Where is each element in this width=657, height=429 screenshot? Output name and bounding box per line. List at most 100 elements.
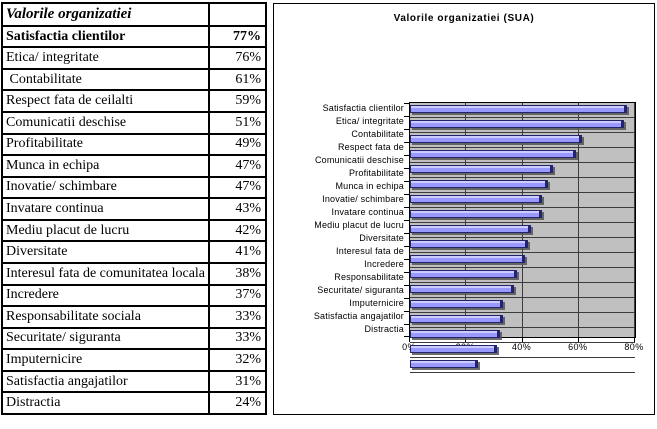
category-label: Comunicatii deschise	[314, 155, 404, 165]
category-label: Etica/ integritate	[335, 116, 404, 126]
value-name-cell: Mediu placut de lucru	[1, 218, 210, 243]
chart-category-row	[410, 240, 635, 253]
table-row: Respect fata de ceilalti 59%	[1, 89, 267, 113]
bar	[410, 165, 554, 173]
value-name-cell: Inovatie/ schimbare	[1, 175, 210, 200]
chart-category-row	[410, 270, 635, 283]
table-row: Munca in echipa 47%	[1, 154, 267, 178]
gridline	[521, 103, 523, 337]
bar	[410, 120, 624, 128]
bar	[410, 135, 582, 143]
chart-category-row	[410, 210, 635, 223]
chart-category-row	[410, 120, 635, 133]
value-name-cell: Incredere	[1, 283, 210, 308]
category-tick	[404, 324, 409, 325]
value-name-cell: Satisfactia angajatilor	[1, 369, 210, 394]
chart-category-row	[410, 345, 635, 358]
category-tick	[404, 155, 409, 156]
value-percent-cell: 38%	[208, 261, 267, 286]
value-percent-cell: 33%	[208, 326, 267, 351]
table-row: Profitabilitate 49%	[1, 132, 267, 157]
value-percent-cell: 37%	[208, 283, 267, 308]
category-label: Imputernicire	[349, 298, 404, 308]
chart-category-row	[410, 285, 635, 298]
table-header-value-cell	[208, 2, 267, 27]
value-name-cell: Comunicatii deschise	[1, 111, 210, 135]
value-name-cell: Invatare continua	[1, 197, 210, 221]
category-tick	[404, 142, 409, 143]
bar	[410, 285, 515, 293]
table-row: Mediu placut de lucru 42%	[1, 218, 267, 243]
bar	[410, 180, 548, 188]
chart-category-row	[410, 300, 635, 313]
category-label: Contabilitate	[351, 129, 404, 139]
bar	[410, 150, 576, 158]
category-label: Respect fata de	[337, 142, 404, 152]
table-header-label-cell: Valorile organizatiei	[1, 2, 210, 27]
value-percent-cell: 43%	[208, 197, 267, 221]
category-tick	[404, 272, 409, 273]
value-name-cell: Securitate/ siguranta	[1, 326, 210, 351]
value-name-cell: Satisfactia clientilor	[1, 24, 210, 49]
chart-category-row	[410, 180, 635, 193]
chart-category-row	[410, 330, 635, 343]
table-row: Interesul fata de comunitatea locala 38%	[1, 261, 267, 286]
category-label: Mediu placut de lucru	[314, 220, 404, 230]
value-percent-cell: 41%	[208, 240, 267, 264]
table-row: Securitate/ siguranta 33%	[1, 326, 267, 351]
value-percent-cell: 47%	[208, 154, 267, 178]
value-name-cell: Diversitate	[1, 240, 210, 264]
table-row: Comunicatii deschise 51%	[1, 111, 267, 135]
gridline	[634, 103, 635, 337]
value-percent-cell: 31%	[208, 369, 267, 394]
category-label: Satisfactia clientilor	[322, 103, 404, 113]
category-tick	[404, 116, 409, 117]
value-percent-cell: 51%	[208, 111, 267, 135]
table-row: Incredere 37%	[1, 283, 267, 308]
chart-category-row	[410, 165, 635, 178]
category-tick	[404, 129, 409, 130]
bar	[410, 300, 503, 308]
value-name-cell: Imputernicire	[1, 348, 210, 372]
chart-category-row	[410, 135, 635, 148]
value-name-cell: Munca in echipa	[1, 154, 210, 178]
x-tick	[634, 338, 635, 342]
bar	[410, 270, 517, 278]
table-row: Satisfactia angajatilor 31%	[1, 369, 267, 394]
category-label: Responsabilitate	[334, 272, 404, 282]
category-tick	[404, 220, 409, 221]
category-tick	[404, 103, 409, 104]
x-tick-label: 60%	[568, 342, 588, 352]
value-name-cell: Responsabilitate sociala	[1, 305, 210, 329]
table-row: Etica/ integritate 76%	[1, 46, 267, 70]
category-tick	[404, 194, 409, 195]
chart-panel: Valorile organizatiei (SUA) Satisfactia …	[273, 3, 655, 415]
category-label: Inovatie/ schimbare	[322, 194, 404, 204]
value-percent-cell: 61%	[208, 67, 267, 92]
category-label: Diversitate	[359, 233, 404, 243]
value-percent-cell: 33%	[208, 305, 267, 329]
value-percent-cell: 77%	[208, 24, 267, 49]
value-percent-cell: 59%	[208, 89, 267, 113]
category-tick	[404, 285, 409, 286]
chart-category-row	[410, 150, 635, 163]
x-tick	[577, 338, 579, 342]
table-row: Satisfactia clientilor 77%	[1, 24, 267, 49]
category-label: Interesul fata de	[336, 246, 404, 256]
chart-category-row	[410, 105, 635, 118]
table-row: Responsabilitate sociala 33%	[1, 305, 267, 329]
table-row: Imputernicire 32%	[1, 348, 267, 372]
value-percent-cell: 24%	[208, 391, 267, 415]
chart-category-row	[410, 195, 635, 208]
category-label: Distractia	[364, 324, 404, 334]
table-row: Invatare continua 43%	[1, 197, 267, 221]
x-tick-label: 80%	[624, 342, 644, 352]
value-percent-cell: 32%	[208, 348, 267, 372]
bar	[410, 105, 627, 113]
value-name-cell: Etica/ integritate	[1, 46, 210, 70]
bar	[410, 360, 478, 368]
chart-category-row	[410, 255, 635, 268]
value-name-cell: Contabilitate	[1, 67, 210, 92]
chart-title: Valorile organizatiei (SUA)	[393, 13, 535, 24]
category-label: Profitabilitate	[348, 168, 404, 178]
